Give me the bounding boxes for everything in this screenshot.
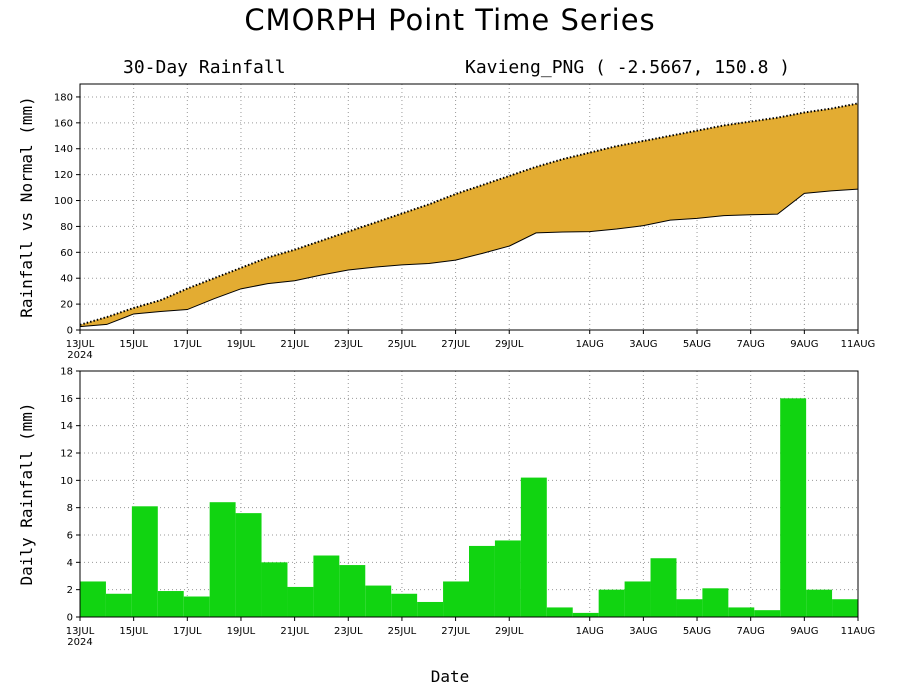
daily-bar [754,610,781,617]
x-tick-label: 1AUG [576,626,604,637]
x-tick-label: 19JUL [227,626,256,637]
y-tick-label: 8 [67,503,73,514]
x-tick-label: 21JUL [280,626,309,637]
plot-frame [79,83,859,331]
x-tick-label: 9AUG [790,339,818,350]
y-tick-label: 4 [67,558,73,569]
x-tick-label: 9AUG [790,626,818,637]
plot-frame [79,370,859,618]
daily-bar [598,589,625,617]
daily-bar [780,398,807,617]
x-year-label: 2024 [67,350,92,361]
chart-subtitle-right: Kavieng_PNG ( -2.5667, 150.8 ) [465,57,790,78]
y-tick-label: 0 [67,326,73,337]
daily-bar [287,586,314,617]
accumulated-rainfall-panel: 0 20 40 60 80 100 120 140 160 180 13JUL 15JUL 17JUL 1… [17,83,876,361]
x-tick-label: 27JUL [441,626,470,637]
y-tick-label: 60 [60,248,73,259]
daily-bar [209,502,236,617]
daily-bar [80,581,106,617]
x-tick-label: 7AUG [737,339,765,350]
y-tick-label: 160 [54,118,73,129]
x-tick-label: 5AUG [683,626,711,637]
y-tick-label: 140 [54,144,73,155]
daily-bar [131,506,158,617]
accumulation-difference-area [80,103,858,327]
y-axis-label: Rainfall vs Normal (mm) [17,96,36,318]
y-tick-label: 2 [67,585,73,596]
daily-bar [806,589,833,617]
x-tick-label: 19JUL [227,339,256,350]
x-tick-label: 13JUL [66,626,95,637]
daily-bar [391,593,418,617]
chart-subtitle-left: 30-Day Rainfall [123,57,286,78]
daily-bar [520,477,547,617]
x-tick-label: 17JUL [173,339,202,350]
x-tick-label: 15JUL [119,626,148,637]
x-tick-label: 25JUL [388,626,417,637]
daily-bar [417,601,444,617]
daily-bar [650,558,677,617]
y-tick-label: 80 [60,222,73,233]
daily-bar [339,565,366,617]
daily-bar [443,581,469,617]
series-line-dotted [79,102,859,326]
x-tick-label: 25JUL [388,339,417,350]
y-tick-label: 12 [60,449,73,460]
x-tick-label: 11AUG [841,339,876,350]
y-tick-label: 6 [67,531,73,542]
daily-bar [469,545,495,617]
daily-bar [105,593,132,617]
daily-bar [235,513,262,617]
y-tick-label: 16 [60,394,73,405]
x-tick-label: 15JUL [119,339,148,350]
daily-bar [313,555,340,617]
y-tick-label: 100 [54,196,73,207]
x-tick-label: 29JUL [495,626,524,637]
y-tick-label: 180 [54,92,73,103]
daily-bar [702,588,729,617]
y-tick-label: 10 [60,476,73,487]
x-tick-label: 13JUL [66,339,95,350]
x-tick-label: 29JUL [495,339,524,350]
x-tick-label: 3AUG [629,626,657,637]
daily-bar [728,607,755,617]
daily-bar [676,599,703,617]
series-line-solid [79,188,859,328]
daily-bar [261,562,288,617]
x-tick-label: 11AUG [841,626,876,637]
x-tick-label: 23JUL [334,339,363,350]
daily-bar [494,540,521,617]
x-tick-label: 23JUL [334,626,363,637]
x-tick-label: 5AUG [683,339,711,350]
y-tick-label: 20 [60,300,73,311]
daily-bar [572,612,599,617]
x-axis-label: Date [431,667,470,686]
x-tick-label: 1AUG [576,339,604,350]
daily-bar [546,607,573,617]
x-tick-label: 27JUL [441,339,470,350]
x-tick-label: 21JUL [280,339,309,350]
y-tick-label: 40 [60,274,73,285]
daily-rainfall-panel: 0 2 4 6 8 10 12 14 16 18 13JUL 15JUL 17JUL 19JUL 21JUL… [17,367,875,649]
y-tick-label: 0 [67,613,73,624]
y-tick-label: 18 [60,367,73,378]
x-year-label: 2024 [67,637,92,648]
y-tick-label: 120 [54,170,73,181]
x-tick-label: 7AUG [737,626,765,637]
daily-bar [157,591,184,617]
y-axis-label: Daily Rainfall (mm) [17,402,36,585]
daily-bar [365,585,392,617]
daily-bar [183,596,210,617]
y-tick-label: 14 [60,421,73,432]
daily-bar [832,599,858,617]
chart-title: CMORPH Point Time Series [244,3,655,37]
daily-bar [624,581,651,617]
x-tick-label: 3AUG [629,339,657,350]
x-tick-label: 17JUL [173,626,202,637]
